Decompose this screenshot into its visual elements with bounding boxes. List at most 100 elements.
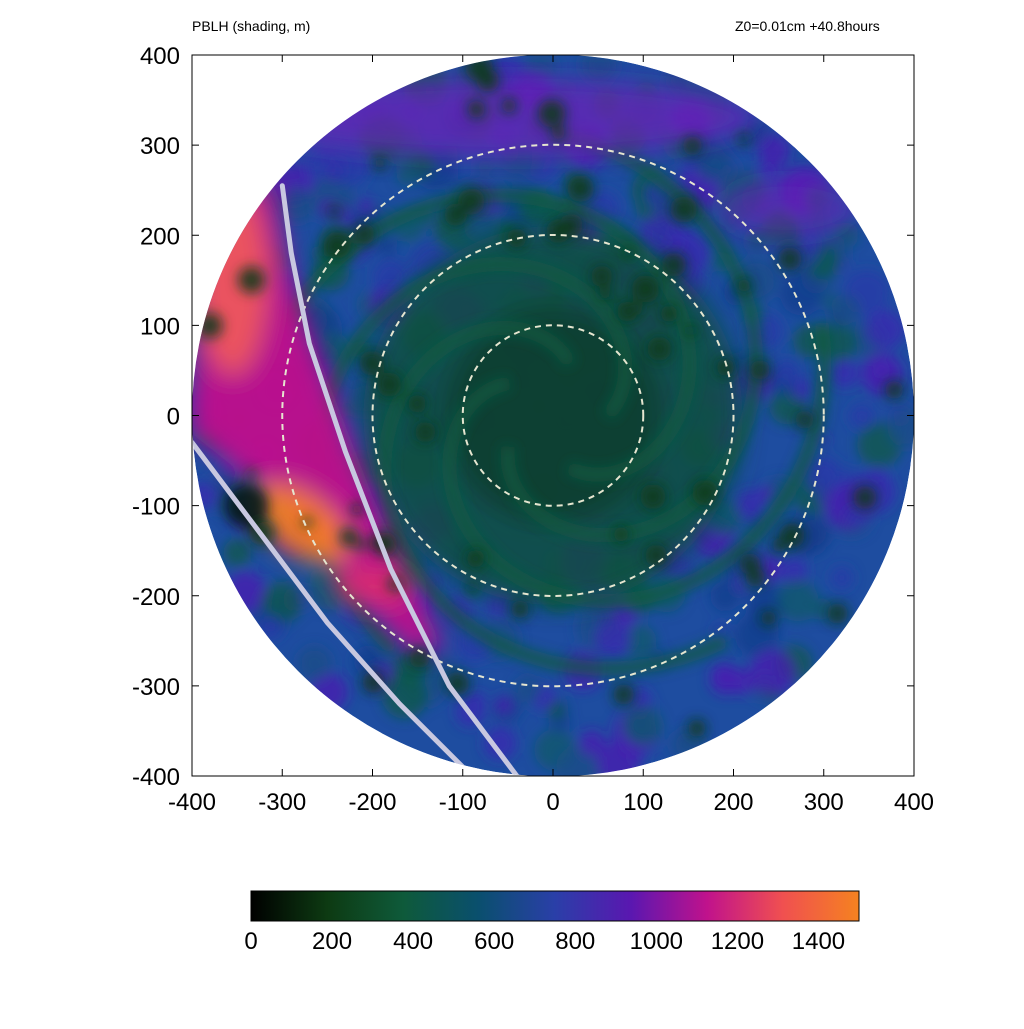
texture-blob <box>848 402 876 430</box>
dark-patch <box>196 312 223 339</box>
dark-patch <box>682 135 703 156</box>
y-tick-label: 300 <box>140 133 180 160</box>
plot-area <box>192 54 914 777</box>
texture-blob <box>683 562 697 576</box>
range-ring <box>371 234 735 597</box>
dark-patch <box>590 265 613 288</box>
y-tick-label: 100 <box>140 313 180 340</box>
texture-blob <box>830 359 859 388</box>
dark-patch <box>795 410 814 430</box>
texture-blob <box>696 146 733 183</box>
dark-patch <box>350 502 364 516</box>
texture-blob <box>872 360 891 380</box>
track-line <box>192 440 475 777</box>
dark-patch <box>670 196 698 224</box>
y-tick-label: -300 <box>132 674 180 701</box>
texture-blob <box>555 745 601 777</box>
dark-patch <box>559 213 583 238</box>
dark-patch <box>779 522 805 549</box>
dark-patch <box>739 553 761 575</box>
texture-blob <box>713 623 729 639</box>
texture-blob <box>224 570 267 613</box>
texture-blob <box>473 155 497 178</box>
colorbar-tick-label: 0 <box>244 928 257 955</box>
texture-blob <box>578 729 606 757</box>
texture-blob <box>494 696 514 715</box>
dark-patch <box>661 252 687 278</box>
texture-blob <box>579 54 618 84</box>
texture-blob <box>758 485 773 500</box>
dark-patch <box>467 100 486 119</box>
texture-blob <box>781 558 808 585</box>
spiral-band <box>442 322 832 609</box>
x-tick-label: -100 <box>439 789 487 816</box>
dark-patch <box>501 97 517 114</box>
y-tick-label: 400 <box>140 43 180 70</box>
dark-patch <box>551 126 566 141</box>
texture-blob <box>378 237 398 257</box>
y-tick-label: 200 <box>140 223 180 250</box>
pblh-field <box>192 54 914 777</box>
dark-patch <box>884 380 904 400</box>
dark-patch <box>567 175 595 203</box>
texture-blob <box>779 271 824 316</box>
dark-patch <box>466 549 485 568</box>
colorbar-tick-label: 400 <box>393 928 433 955</box>
range-ring <box>461 324 645 507</box>
texture-blob <box>596 741 640 777</box>
x-tick-label: -200 <box>348 789 396 816</box>
dark-patch <box>224 483 269 528</box>
texture-blob <box>329 146 371 187</box>
colorbar: 0 200 400 600 800 1000 1200 1400 <box>244 890 860 955</box>
dark-patch <box>613 526 630 543</box>
x-tick-label: 300 <box>804 789 844 816</box>
dark-patch <box>466 582 477 593</box>
dark-patch <box>414 421 436 443</box>
dark-patch <box>373 156 387 170</box>
dark-patch <box>826 603 848 625</box>
texture-blob <box>710 580 741 612</box>
x-tick-label: 0 <box>546 789 559 816</box>
texture-blob <box>746 582 786 622</box>
texture-blob <box>887 407 914 448</box>
dark-patch <box>444 203 468 227</box>
dark-patch <box>631 274 660 303</box>
dark-patch <box>645 544 668 567</box>
texture-blob <box>547 702 566 720</box>
dark-patch <box>691 479 719 506</box>
spiral-band <box>377 320 729 676</box>
dark-patch <box>359 350 385 376</box>
texture-blob <box>757 134 791 168</box>
colorbar-tick-label: 1000 <box>630 928 683 955</box>
dark-patch <box>506 228 527 248</box>
dark-patch <box>537 99 566 128</box>
texture-blob <box>828 294 861 327</box>
x-tick-label: 200 <box>713 789 753 816</box>
texture-blob <box>776 579 819 622</box>
dark-patch <box>356 540 367 551</box>
dark-patch <box>407 394 427 414</box>
texture-blob <box>830 566 854 590</box>
texture-blob <box>594 619 632 658</box>
colorbar-tick-label: 600 <box>474 928 514 955</box>
texture-blob <box>337 205 351 219</box>
dark-patch <box>362 670 385 694</box>
texture-blob <box>749 649 797 696</box>
texture-blob <box>396 162 420 186</box>
dark-patch <box>736 278 752 293</box>
dark-patch <box>640 483 666 510</box>
spiral-band <box>276 188 697 482</box>
texture-blob <box>310 246 324 260</box>
y-tick-label: -100 <box>132 494 180 521</box>
dark-patch <box>376 372 402 397</box>
texture-blob <box>297 645 332 681</box>
dark-patch <box>246 468 257 480</box>
y-tick-label: -200 <box>132 584 180 611</box>
texture-blob <box>632 186 645 199</box>
dark-patch <box>737 133 749 145</box>
x-tick-label: -300 <box>258 789 306 816</box>
dark-patch <box>339 527 359 547</box>
texture-blob <box>773 359 800 386</box>
north-purple <box>238 78 759 159</box>
